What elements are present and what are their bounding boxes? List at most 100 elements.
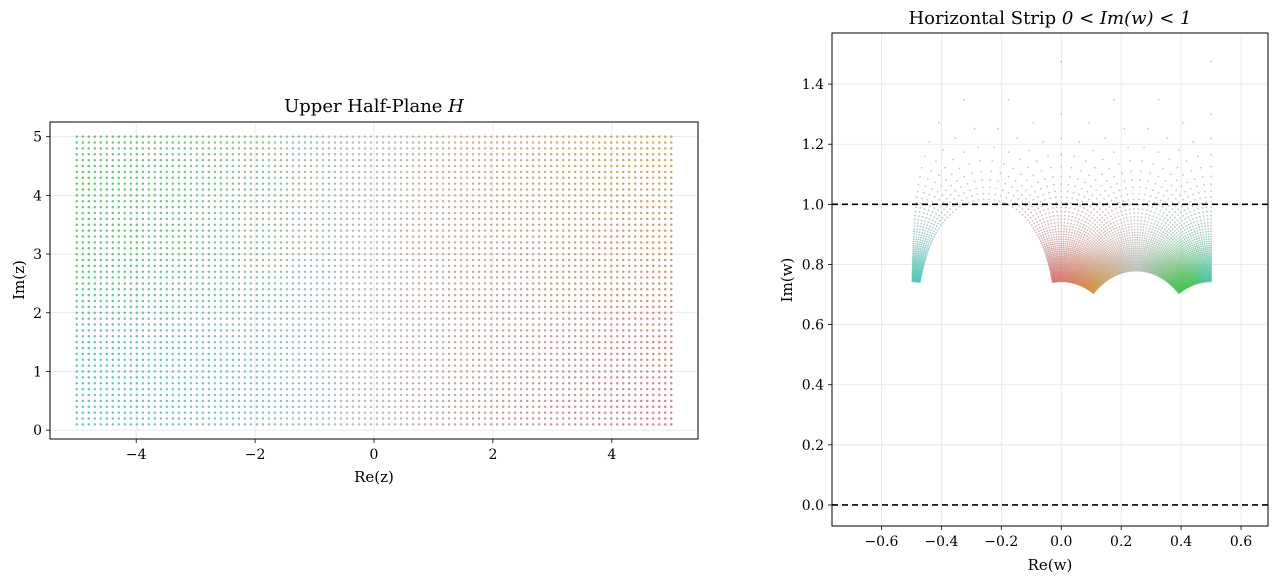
half-plane-point: [195, 335, 199, 338]
half-plane-point: [273, 164, 277, 168]
half-plane-point: [435, 323, 439, 326]
half-plane-point: [375, 200, 379, 203]
half-plane-point: [165, 252, 169, 256]
half-plane-point: [105, 305, 109, 309]
half-plane-point: [81, 229, 85, 232]
half-plane-point: [471, 153, 475, 156]
half-plane-point: [201, 288, 205, 291]
half-plane-point: [117, 200, 121, 203]
half-plane-point: [339, 205, 343, 209]
half-plane-point: [213, 217, 217, 221]
half-plane-point: [351, 252, 355, 256]
half-plane-point: [189, 399, 193, 403]
half-plane-point: [237, 370, 241, 373]
half-plane-point: [345, 229, 349, 232]
half-plane-point: [495, 241, 499, 244]
half-plane-point: [141, 370, 145, 373]
half-plane-point: [213, 176, 217, 180]
half-plane-point: [615, 358, 619, 361]
half-plane-point: [141, 411, 145, 414]
half-plane-point: [513, 276, 517, 279]
half-plane-point: [75, 381, 78, 385]
half-plane-point: [591, 399, 595, 403]
half-plane-point: [291, 417, 295, 420]
half-plane-point: [513, 405, 517, 408]
half-plane-point: [255, 352, 259, 356]
half-plane-point: [315, 158, 319, 162]
half-plane-point: [585, 188, 589, 191]
half-plane-point: [393, 335, 397, 338]
half-plane-point: [381, 141, 385, 144]
half-plane-point: [519, 346, 523, 350]
half-plane-point: [531, 381, 535, 385]
half-plane-point: [453, 141, 457, 144]
half-plane-point: [177, 352, 181, 356]
half-plane-point: [147, 153, 151, 156]
half-plane-point: [513, 158, 517, 162]
half-plane-point: [81, 399, 85, 403]
half-plane-point: [285, 205, 289, 209]
half-plane-point: [483, 229, 487, 232]
half-plane-point: [465, 293, 469, 297]
half-plane-point: [417, 411, 421, 414]
half-plane-point: [159, 223, 163, 226]
half-plane-point: [75, 276, 78, 279]
half-plane-point: [591, 346, 595, 350]
half-plane-point: [399, 288, 403, 291]
half-plane-point: [207, 217, 211, 221]
half-plane-point: [447, 164, 451, 168]
half-plane-point: [129, 423, 133, 426]
half-plane-point: [567, 335, 571, 338]
half-plane-point: [507, 153, 511, 156]
half-plane-point: [129, 135, 133, 138]
half-plane-point: [441, 405, 445, 408]
half-plane-point: [327, 411, 331, 414]
half-plane-point: [171, 405, 175, 408]
half-plane-point: [543, 135, 547, 138]
half-plane-point: [447, 293, 451, 297]
half-plane-point: [399, 311, 403, 315]
half-plane-point: [267, 164, 271, 168]
half-plane-point: [147, 329, 151, 332]
half-plane-point: [273, 200, 277, 203]
half-plane-point: [255, 246, 259, 250]
half-plane-point: [555, 387, 559, 391]
half-plane-point: [501, 246, 505, 250]
half-plane-point: [279, 158, 283, 162]
half-plane-point: [585, 352, 589, 356]
half-plane-point: [327, 205, 331, 209]
half-plane-point: [327, 223, 331, 226]
half-plane-point: [555, 423, 559, 426]
half-plane-point: [303, 252, 307, 256]
half-plane-point: [573, 381, 577, 385]
half-plane-point: [555, 158, 559, 162]
half-plane-point: [249, 323, 253, 326]
half-plane-point: [225, 399, 229, 403]
half-plane-point: [207, 411, 211, 414]
half-plane-point: [249, 417, 253, 420]
half-plane-point: [417, 417, 421, 420]
half-plane-point: [117, 423, 121, 426]
half-plane-point: [549, 323, 553, 326]
half-plane-point: [159, 364, 163, 367]
half-plane-point: [285, 346, 289, 350]
half-plane-point: [531, 258, 535, 262]
half-plane-point: [663, 340, 667, 344]
half-plane-point: [453, 246, 457, 250]
half-plane-point: [627, 417, 631, 420]
half-plane-point: [375, 335, 379, 338]
half-plane-point: [285, 423, 289, 426]
half-plane-point: [441, 288, 445, 291]
half-plane-point: [123, 346, 127, 350]
half-plane-point: [597, 370, 601, 373]
half-plane-point: [387, 311, 391, 315]
half-plane-point: [111, 405, 115, 408]
half-plane-point: [213, 387, 217, 391]
half-plane-point: [513, 381, 517, 385]
half-plane-point: [549, 299, 553, 303]
half-plane-point: [405, 364, 409, 367]
half-plane-point: [525, 393, 529, 397]
half-plane-point: [501, 276, 505, 279]
half-plane-point: [519, 376, 523, 379]
half-plane-point: [189, 205, 193, 209]
